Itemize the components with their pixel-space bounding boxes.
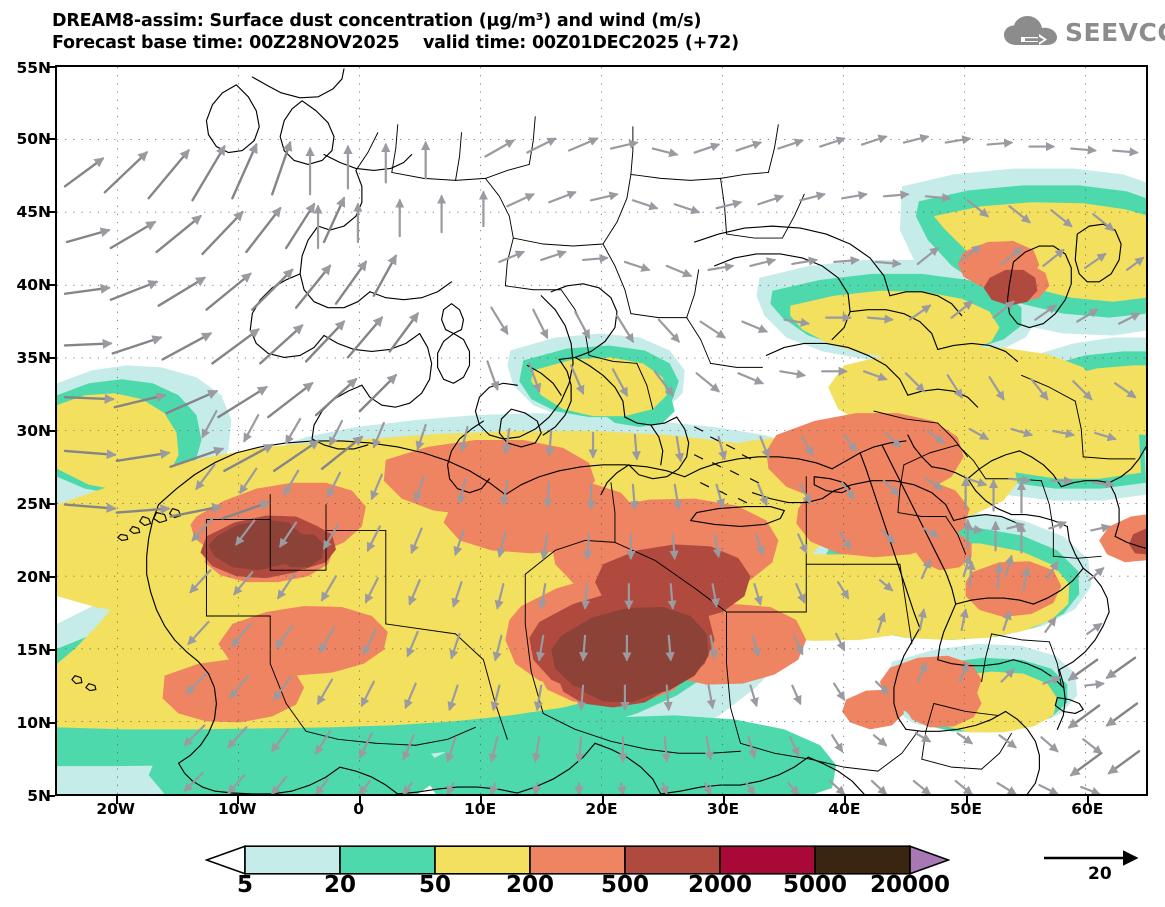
colorbar-tick-labels: 5 20 50 200 500 2000 5000 20000: [205, 872, 950, 902]
cloud-icon: [1004, 16, 1057, 45]
map-country-borders: [205, 116, 1136, 772]
colorbar: [205, 845, 950, 875]
chart-header: DREAM8-assim: Surface dust concentration…: [0, 0, 1165, 62]
seevccc-logo: SEEVCCC: [1003, 12, 1165, 52]
lat-tick: [47, 430, 55, 432]
colorbar-label: 5000: [782, 872, 848, 898]
lat-tick-label: 10N: [16, 714, 51, 732]
wind-vectors: [63, 133, 1145, 794]
dust-maximum-core: [208, 519, 709, 703]
lon-tick-label: 10E: [464, 800, 497, 818]
lat-tick-label: 50N: [16, 130, 51, 148]
lat-tick-label: 45N: [16, 203, 51, 221]
colorbar-swatches: [205, 845, 950, 875]
lat-tick-label: 30N: [16, 422, 51, 440]
lon-tick-label: 20W: [96, 800, 136, 818]
lon-tick: [601, 796, 604, 804]
lat-tick-label: 15N: [16, 641, 51, 659]
lat-tick: [47, 649, 55, 651]
colorbar-label: 5: [236, 872, 254, 898]
lon-tick: [358, 796, 361, 804]
lon-tick-label: 50E: [949, 800, 982, 818]
colorbar-label: 20: [323, 872, 357, 898]
lon-tick: [723, 796, 725, 804]
lat-tick: [47, 66, 55, 68]
lat-tick: [47, 722, 55, 724]
lat-tick-label: 55N: [16, 59, 51, 77]
lon-tick: [1087, 796, 1090, 804]
wind-reference-label: 20: [1088, 864, 1112, 884]
lat-tick: [47, 138, 55, 140]
lat-tick: [47, 357, 55, 359]
lon-tick-label: 30E: [706, 800, 740, 818]
colorbar-label: 500: [600, 872, 650, 898]
lon-tick-label: 0: [353, 800, 364, 818]
lon-tick-label: 20E: [585, 800, 618, 818]
lat-tick: [47, 795, 55, 797]
wind-reference-arrow-icon: [1044, 850, 1139, 866]
chart-subtitle: Forecast base time: 00Z28NOV2025 valid t…: [52, 33, 739, 53]
lat-tick-label: 35N: [16, 349, 51, 367]
dust-concentration-map: [57, 67, 1146, 794]
lat-tick: [47, 576, 55, 578]
map-plot-area: [55, 65, 1148, 796]
lon-tick-label: 10W: [217, 800, 257, 818]
logo-text: SEEVCCC: [1065, 17, 1165, 47]
lat-tick: [47, 503, 55, 505]
wind-scale-legend: 20: [1040, 848, 1152, 894]
colorbar-label: 50: [418, 872, 452, 898]
lon-tick: [237, 796, 240, 804]
lon-tick-label: 40E: [828, 800, 861, 818]
colorbar-label: 20000: [869, 872, 951, 898]
lat-tick-label: 5N: [27, 787, 51, 805]
lat-tick: [47, 211, 55, 213]
lon-tick: [965, 796, 968, 804]
lon-tick: [480, 796, 483, 804]
lon-tick: [844, 796, 847, 804]
colorbar-label: 200: [505, 872, 555, 898]
lon-tick: [115, 796, 118, 804]
lat-tick-label: 20N: [16, 568, 51, 586]
lon-tick-label: 60E: [1071, 800, 1104, 818]
lat-tick-label: 25N: [16, 495, 51, 513]
colorbar-label: 2000: [687, 872, 753, 898]
chart-title: DREAM8-assim: Surface dust concentration…: [52, 11, 702, 31]
lat-tick-label: 40N: [16, 276, 51, 294]
lat-tick: [47, 284, 55, 286]
